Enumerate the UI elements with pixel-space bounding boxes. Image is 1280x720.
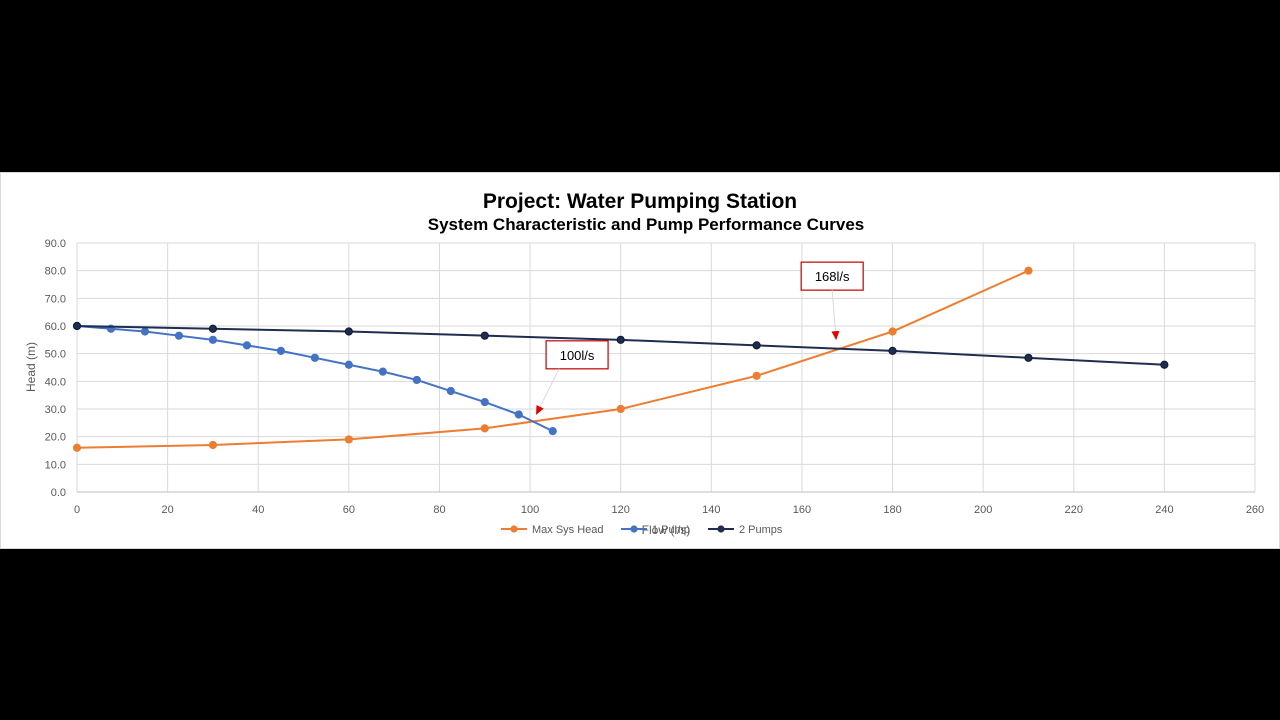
annotation-arrow-head: [831, 330, 840, 341]
y-tick-label: 70.0: [45, 293, 66, 305]
x-tick-label: 60: [343, 504, 355, 516]
annotation-callout: 100l/s: [535, 340, 609, 416]
annotation-box: [545, 340, 609, 370]
series-point-1: [276, 346, 285, 355]
axes: 0 20 40 60 80 100 120 140 160 180 200 220 240 260 0.0 1…: [45, 238, 1265, 516]
legend-swatch-marker: [510, 525, 518, 533]
x-tick-label: 120: [612, 504, 630, 516]
annotation-box: [800, 261, 864, 291]
series-point-0: [480, 424, 489, 433]
series-point-1: [344, 360, 353, 369]
y-tick-label: 60.0: [45, 321, 66, 333]
x-tick-label: 240: [1155, 504, 1173, 516]
series-point-0: [208, 440, 218, 450]
series-point-1: [174, 331, 184, 340]
series-point-2: [480, 331, 489, 340]
x-tick-label: 40: [252, 504, 264, 516]
series-point-1: [514, 410, 523, 419]
series-point-1: [140, 327, 150, 336]
y-tick-label: 40.0: [45, 376, 66, 388]
legend-label: 1 Pump: [652, 524, 690, 536]
series-point-1: [412, 375, 421, 385]
x-tick-label: 160: [793, 504, 811, 516]
chart-panel: Project: Water Pumping Station System Ch…: [0, 172, 1280, 549]
series-line-1: [76, 325, 554, 433]
y-axis-label: Head (m): [24, 342, 38, 392]
legend-entry: Max Sys Head: [501, 524, 604, 536]
y-tick-label: 30.0: [45, 404, 66, 416]
y-tick-label: 90.0: [45, 238, 66, 250]
series-point-1: [378, 367, 387, 376]
series-point-0: [72, 443, 82, 452]
series-point-2: [72, 321, 82, 331]
series-point-2: [1160, 360, 1169, 369]
x-tick-label: 140: [702, 504, 720, 516]
series-point-0: [344, 435, 353, 444]
series-point-1: [242, 341, 252, 350]
annotation-layer: 100l/s 168l/s: [535, 261, 864, 416]
x-tick-label: 100: [521, 504, 539, 516]
series-line-0: [76, 269, 1029, 449]
x-axis-label: Flow (l/s): [642, 523, 691, 537]
legend-entry: 1 Pump: [621, 524, 690, 536]
legend: Max Sys Head 1 Pump 2 Pumps: [501, 524, 783, 536]
series-point-1: [310, 353, 319, 362]
series-layer: [72, 266, 1169, 452]
legend-swatch-marker: [630, 525, 638, 533]
series-point-1: [548, 427, 557, 436]
series-point-1: [446, 386, 455, 396]
x-tick-label: 220: [1065, 504, 1083, 516]
x-tick-label: 0: [74, 504, 80, 516]
chart: Project: Water Pumping Station System Ch…: [24, 190, 1265, 537]
chart-subtitle: System Characteristic and Pump Performan…: [428, 215, 865, 234]
legend-entry: 2 Pumps: [708, 524, 783, 536]
chart-title: Project: Water Pumping Station: [483, 190, 797, 213]
series-point-2: [616, 335, 625, 344]
series-point-0: [616, 404, 625, 414]
gridlines: [76, 242, 1256, 493]
series-point-0: [888, 327, 897, 336]
y-tick-label: 0.0: [51, 487, 66, 499]
series-point-2: [208, 324, 218, 333]
annotation-callout: 168l/s: [800, 261, 864, 341]
y-tick-label: 20.0: [45, 432, 66, 444]
x-tick-label: 20: [161, 504, 173, 516]
annotation-label: 168l/s: [815, 269, 850, 284]
series-point-0: [1024, 266, 1033, 275]
legend-label: Max Sys Head: [532, 524, 604, 536]
x-tick-label: 80: [433, 504, 445, 516]
legend-swatch-marker: [717, 525, 725, 533]
legend-label: 2 Pumps: [739, 524, 783, 536]
y-tick-label: 80.0: [45, 266, 66, 278]
series-point-2: [888, 346, 897, 355]
series-point-1: [480, 397, 489, 407]
annotation-arrow-head: [536, 404, 544, 415]
series-point-2: [344, 327, 353, 336]
series-point-1: [208, 335, 218, 344]
y-tick-label: 50.0: [45, 349, 66, 361]
annotation-label: 100l/s: [560, 348, 595, 363]
series-point-2: [752, 341, 761, 350]
x-tick-label: 180: [883, 504, 901, 516]
y-tick-label: 10.0: [45, 459, 66, 471]
x-tick-label: 200: [974, 504, 992, 516]
series-point-0: [752, 371, 761, 380]
x-tick-label: 260: [1246, 504, 1264, 516]
series-point-2: [1024, 353, 1033, 362]
